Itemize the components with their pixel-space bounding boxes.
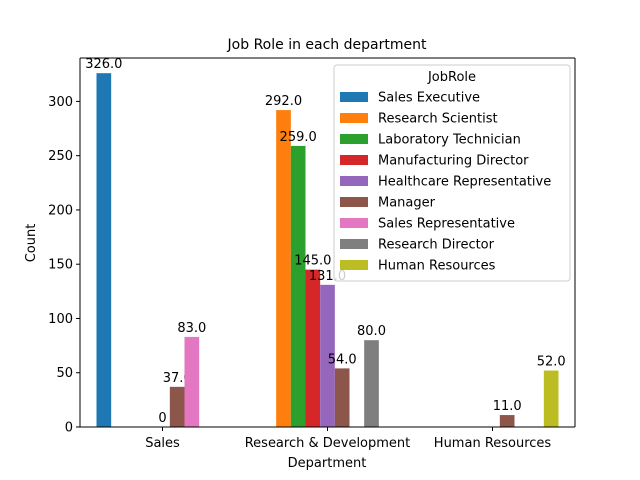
bar xyxy=(96,73,112,427)
bar xyxy=(184,336,200,427)
data-label: 37.0 xyxy=(163,371,192,386)
chart-title: Job Role in each department xyxy=(227,37,427,53)
legend-item-label: Human Resources xyxy=(378,259,496,274)
bar xyxy=(169,386,185,427)
x-axis-label: Department xyxy=(288,456,367,471)
data-label: 292.0 xyxy=(265,94,302,109)
data-label: 145.0 xyxy=(294,254,331,269)
x-tick-label: Research & Development xyxy=(245,436,411,451)
data-label: 11.0 xyxy=(493,399,522,414)
legend-swatch xyxy=(340,113,368,123)
plot-area: 326.0292.0259.0145.00131.037.054.011.083… xyxy=(48,57,576,451)
y-tick-label: 100 xyxy=(48,312,73,327)
legend-item-label: Manufacturing Director xyxy=(378,154,529,169)
data-label: 0 xyxy=(158,411,166,426)
legend-swatch xyxy=(340,92,368,102)
legend-title: JobRole xyxy=(427,70,476,85)
legend-item-label: Research Scientist xyxy=(378,112,498,127)
bar xyxy=(364,340,379,427)
data-label: 326.0 xyxy=(85,57,122,72)
legend-swatch xyxy=(340,155,368,165)
y-tick-label: 0 xyxy=(65,421,73,436)
data-label: 83.0 xyxy=(177,321,206,336)
bar xyxy=(334,368,350,427)
legend: JobRole Sales Executive Research Scientist… xyxy=(333,64,571,282)
legend-swatch xyxy=(340,239,368,249)
bar xyxy=(320,284,335,427)
data-label: 259.0 xyxy=(280,130,317,145)
legend-swatch xyxy=(340,260,368,270)
legend-swatch xyxy=(340,218,368,228)
data-label: 54.0 xyxy=(328,352,357,367)
legend-item-label: Research Director xyxy=(378,238,495,253)
data-label: 52.0 xyxy=(537,355,566,370)
x-tick-label: Sales xyxy=(145,436,180,451)
y-tick-label: 300 xyxy=(48,95,73,110)
y-axis-label: Count xyxy=(24,224,39,263)
y-tick-label: 50 xyxy=(56,366,73,381)
y-tick-label: 250 xyxy=(48,149,73,164)
legend-item-label: Manager xyxy=(378,196,436,211)
y-tick-label: 200 xyxy=(48,203,73,218)
legend-swatch xyxy=(340,134,368,144)
bar xyxy=(543,370,559,427)
y-tick-label: 150 xyxy=(48,258,73,273)
bar xyxy=(276,110,291,427)
bar xyxy=(305,269,321,427)
data-label: 80.0 xyxy=(357,324,386,339)
x-tick-label: Human Resources xyxy=(434,436,552,451)
legend-item-label: Healthcare Representative xyxy=(378,175,551,190)
legend-frame xyxy=(333,64,571,282)
legend-swatch xyxy=(340,176,368,186)
legend-item-label: Laboratory Technician xyxy=(378,133,521,148)
legend-item-label: Sales Executive xyxy=(378,91,480,106)
legend-item-label: Sales Representative xyxy=(378,217,515,232)
bar xyxy=(290,145,306,427)
legend-swatch xyxy=(340,197,368,207)
bar xyxy=(499,415,515,427)
